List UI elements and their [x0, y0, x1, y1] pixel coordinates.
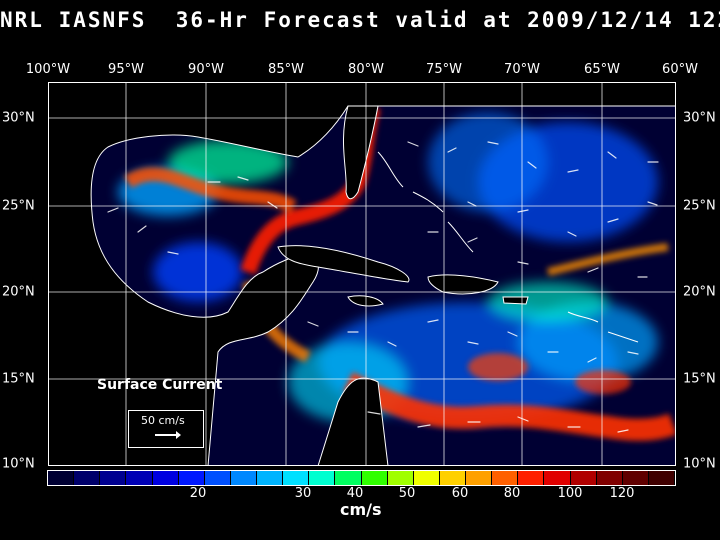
lon-label-85w: 85°W — [268, 62, 304, 77]
colorbar-tick: 50 — [398, 486, 416, 501]
reference-arrow-icon — [155, 431, 181, 439]
lat-label-25n-right: 25°N — [683, 198, 716, 214]
colorbar-swatch — [230, 471, 257, 485]
reference-vector-box: 50 cm/s — [128, 410, 204, 448]
coastline-island-details — [377, 151, 639, 343]
colorbar-swatch — [126, 471, 153, 485]
lat-label-25n-left: 25°N — [2, 198, 35, 214]
lat-label-20n-right: 20°N — [683, 284, 716, 300]
lon-label-90w: 90°W — [188, 62, 224, 77]
lon-label-75w: 75°W — [426, 62, 462, 77]
lat-label-15n-right: 15°N — [683, 371, 716, 387]
colorbar-swatch — [648, 471, 675, 485]
colorbar-tick: 40 — [346, 486, 364, 501]
colorbar-tick: 60 — [451, 486, 469, 501]
lat-label-20n-left: 20°N — [2, 284, 35, 300]
colorbar-swatch — [152, 471, 179, 485]
colorbar-swatch — [544, 471, 571, 485]
colorbar-swatch — [413, 471, 440, 485]
current-map — [48, 82, 676, 466]
colorbar-swatch — [492, 471, 519, 485]
colorbar-swatch — [570, 471, 597, 485]
lon-label-100w: 100°W — [25, 62, 71, 77]
lon-label-95w: 95°W — [108, 62, 144, 77]
colorbar-tick: 100 — [557, 486, 583, 501]
lon-label-80w: 80°W — [348, 62, 384, 77]
lon-label-60w: 60°W — [662, 62, 698, 77]
colorbar-swatch — [178, 471, 205, 485]
lat-label-10n-right: 10°N — [683, 456, 716, 472]
colorbar-swatch — [335, 471, 362, 485]
lon-label-70w: 70°W — [504, 62, 540, 77]
colorbar-swatch — [74, 471, 101, 485]
colorbar-swatch — [361, 471, 388, 485]
lat-label-15n-left: 15°N — [2, 371, 35, 387]
lat-label-10n-left: 10°N — [2, 456, 35, 472]
colorbar-tick: 30 — [294, 486, 312, 501]
colorbar-tick: 120 — [609, 486, 635, 501]
colorbar-swatch — [387, 471, 414, 485]
map-frame — [48, 82, 676, 466]
colorbar-swatch — [309, 471, 336, 485]
colorbar-swatch — [257, 471, 284, 485]
lat-label-30n-left: 30°N — [2, 110, 35, 126]
colorbar-swatch — [100, 471, 127, 485]
coarse-vectors — [107, 141, 659, 433]
colorbar — [47, 470, 676, 486]
surface-current-label: Surface Current — [97, 377, 223, 393]
lat-label-30n-right: 30°N — [683, 110, 716, 126]
colorbar-swatch — [518, 471, 545, 485]
colorbar-swatch — [283, 471, 310, 485]
colorbar-swatch — [596, 471, 623, 485]
colorbar-tick: 20 — [189, 486, 207, 501]
colorbar-swatch — [439, 471, 466, 485]
reference-vector-label: 50 cm/s — [141, 414, 185, 427]
colorbar-swatch — [204, 471, 231, 485]
colorbar-swatch — [48, 471, 75, 485]
colorbar-tick: 80 — [503, 486, 521, 501]
colorbar-swatch — [466, 471, 493, 485]
colorbar-swatch — [622, 471, 649, 485]
map-title: NRL IASNFS 36-Hr Forecast valid at 2009/… — [0, 8, 720, 32]
lat-lon-grid — [48, 82, 676, 466]
lon-label-65w: 65°W — [584, 62, 620, 77]
colorbar-unit: cm/s — [340, 500, 382, 519]
